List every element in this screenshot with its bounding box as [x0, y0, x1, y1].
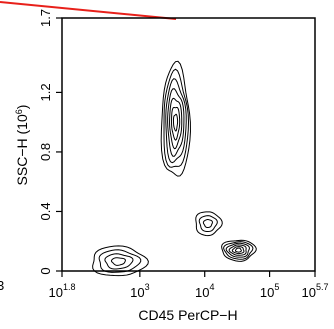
- contour-line: [98, 249, 142, 273]
- contour-line: [171, 106, 181, 141]
- y-axis-title: SSC−H (106): [14, 105, 30, 186]
- y-tick-label: 1.7: [38, 9, 53, 27]
- y-axis-title-main: SSC−H (10: [14, 114, 30, 185]
- contour-line: [169, 97, 183, 150]
- plot-frame: [61, 17, 316, 272]
- contour-line: [225, 242, 250, 258]
- contour-line: [228, 244, 247, 256]
- x-tick-label: 105: [260, 282, 279, 300]
- contour-line: [104, 253, 134, 270]
- contour-population: [160, 60, 191, 177]
- x-axis-title: CD45 PerCP−H: [138, 307, 237, 323]
- contour-line: [165, 78, 187, 164]
- contour-line: [221, 239, 257, 262]
- x-axis-ticks: 101.8 103 104 105 105.7: [49, 271, 329, 300]
- contour-line: [195, 211, 223, 237]
- contour-line: [231, 246, 245, 255]
- gate-line: [0, 1, 177, 20]
- y-axis-title-sup: 6: [14, 109, 24, 114]
- y-tick-label: 0.8: [38, 143, 53, 161]
- contour-line: [167, 88, 185, 157]
- x-tick-label: 103: [130, 282, 149, 300]
- contour-line: [198, 215, 218, 233]
- contour-population: [92, 245, 149, 277]
- y-axis-title-close: ): [14, 105, 30, 110]
- x-tick-label: 104: [195, 282, 214, 300]
- contour-line: [160, 60, 191, 177]
- y-axis-ticks: 0 0.4 0.8 1.2 1.7: [38, 9, 62, 275]
- contour-line: [172, 113, 179, 132]
- y-tick-label: 0.4: [38, 202, 53, 220]
- contour-line: [110, 257, 126, 266]
- cropped-label: 3: [0, 278, 4, 293]
- contour-line: [202, 219, 213, 228]
- contour-population: [195, 211, 223, 237]
- y-tick-label: 0: [38, 267, 53, 274]
- contour-population: [221, 239, 257, 262]
- contour-line: [223, 241, 254, 260]
- contour-line: [234, 247, 242, 253]
- contour-line: [163, 68, 190, 168]
- contour-layer: [92, 60, 257, 277]
- x-tick-label: 101.8: [49, 282, 76, 300]
- x-tick-label: 105.7: [302, 282, 329, 300]
- contour-line: [92, 245, 149, 277]
- y-tick-label: 1.2: [38, 83, 53, 101]
